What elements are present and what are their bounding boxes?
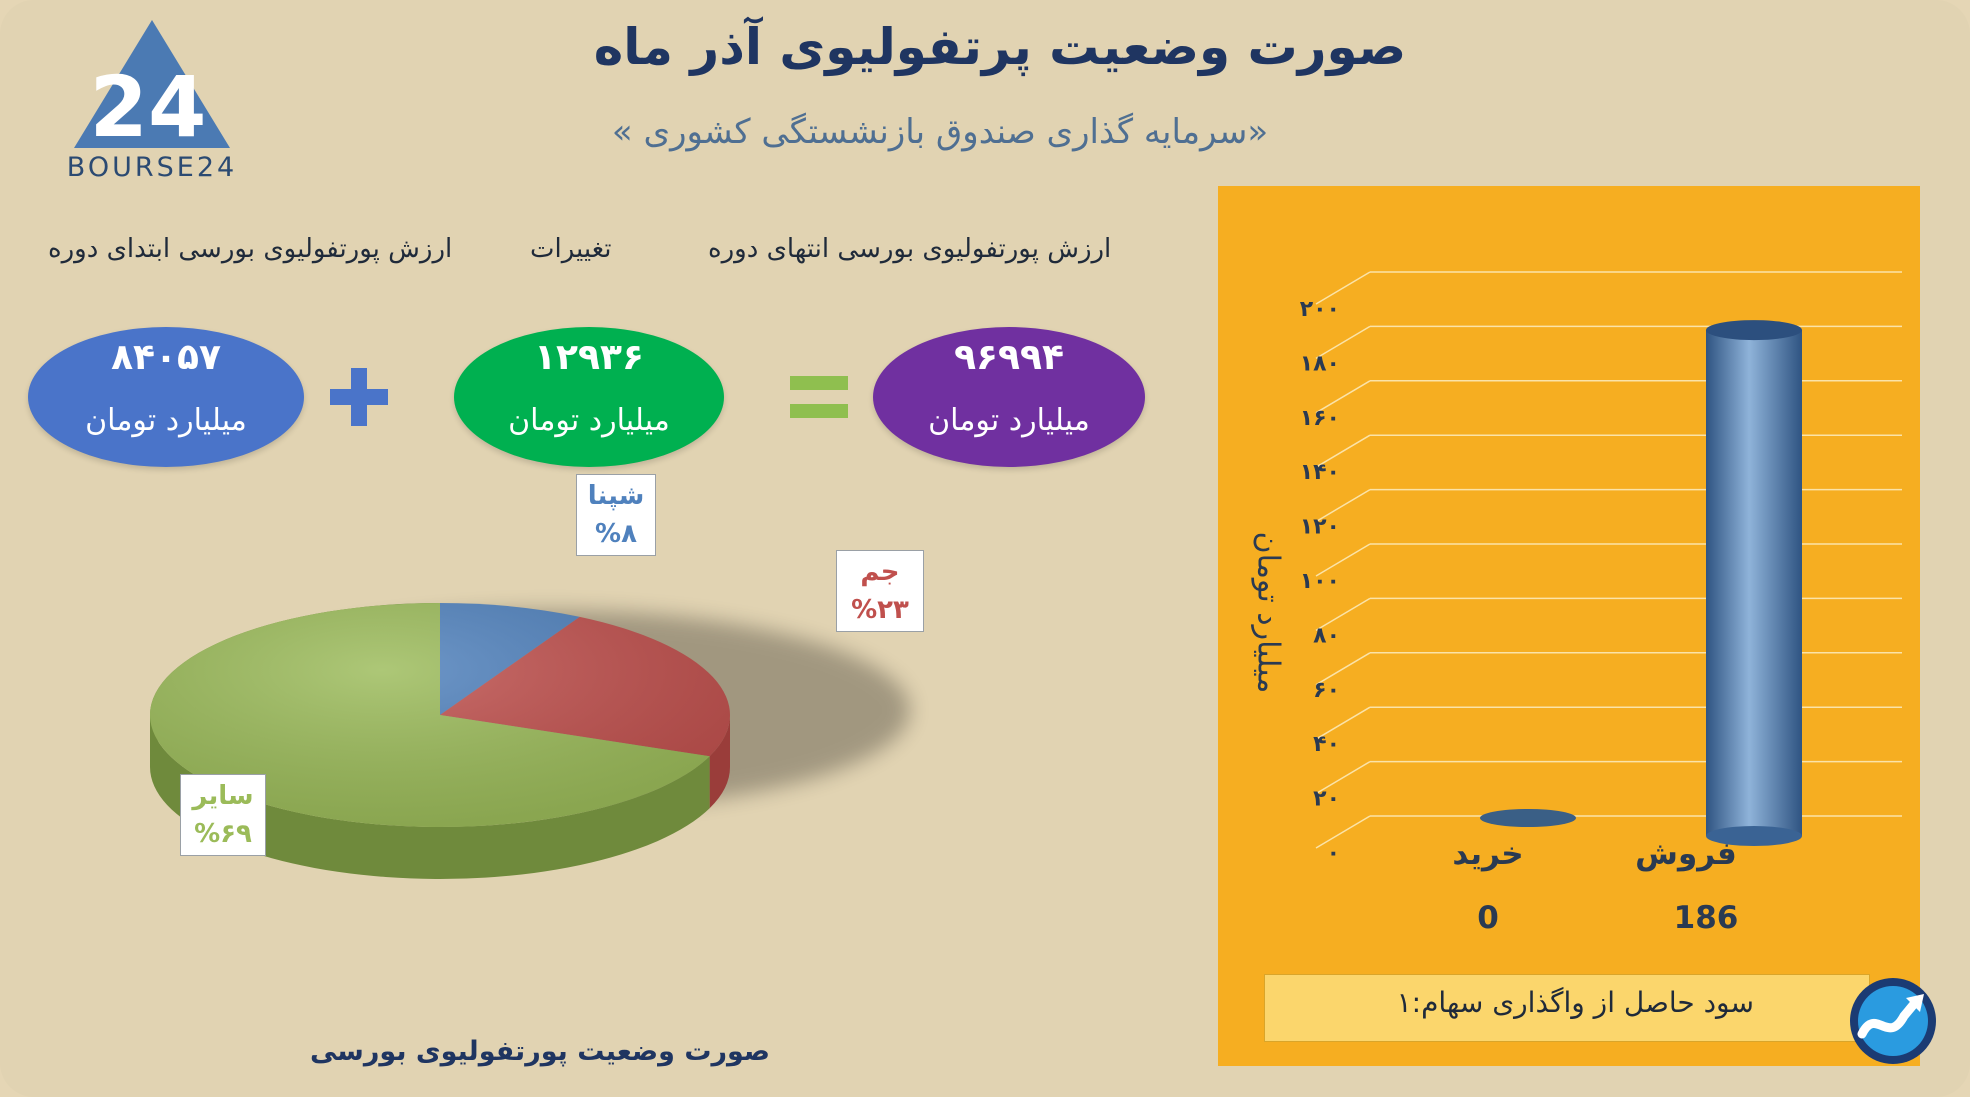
pie-top-shading [150,603,730,827]
end-value-ellipse: ۹۶۹۹۴ میلیارد تومان [873,327,1145,467]
change-value-unit: میلیارد تومان [508,403,670,438]
bar-0 [1480,809,1576,827]
end-value-unit: میلیارد تومان [928,403,1090,438]
pie-label-saier: سایر %۶۹ [180,774,266,856]
y-tick-7: ۱۴۰ [1300,460,1340,485]
grid-diag-6 [1315,488,1371,523]
grid-diag-4 [1315,597,1371,632]
y-tick-6: ۱۲۰ [1300,515,1340,540]
y-tick-2: ۴۰ [1313,732,1340,757]
y-tick-0: ۰ [1327,841,1340,866]
y-tick-1: ۲۰ [1313,787,1340,812]
bar-top-1 [1706,320,1802,341]
bourse24-logo: 24 [74,20,230,156]
pie-label-shepna: شپنا %۸ [576,474,656,556]
y-tick-4: ۸۰ [1313,623,1340,648]
start-value-ellipse: ۸۴۰۵۷ میلیارد تومان [28,327,304,467]
grid-diag-0 [1315,815,1371,849]
start-value-header: ارزش پورتفولیوی بورسی ابتدای دوره [48,234,453,264]
grid-diag-10 [1315,271,1371,305]
end-value-header: ارزش پورتفولیوی بورسی انتهای دوره [708,234,1112,264]
start-value-unit: میلیارد تومان [85,403,247,438]
logo-text: BOURSE24 [66,152,238,183]
profit-note-box [1264,974,1870,1042]
change-header: تغییرات [530,234,612,264]
equals-icon [790,376,848,418]
plus-icon [330,368,388,426]
pie-side-1 [709,715,730,809]
pie-label-saier-pct: %۶۹ [194,819,252,849]
pie-chart-caption: صورت وضعیت پورتفولیوی بورسی [309,1036,771,1067]
pie-label-shepna-name: شپنا [587,481,645,511]
grid-diag-8 [1315,380,1371,414]
pie-label-saier-name: سایر [192,781,254,811]
bar-category-buy: خرید [1452,836,1524,872]
bar-1 [1706,330,1802,836]
profit-note-text: سود حاصل از واگذاری سهام:۱ [1396,986,1754,1019]
y-tick-10: ۲۰۰ [1300,297,1340,322]
bar-base-1 [1706,826,1802,846]
page-subtitle: «سرمایه گذاری صندوق بازنشستگی کشوری » [611,112,1269,152]
pie-label-jam: جم %۲۳ [836,550,924,632]
y-tick-9: ۱۸۰ [1300,351,1340,376]
sales-bar-chart: ۰ ۲۰ ۴۰ ۶۰ ۸۰ ۱۰۰ ۱۲۰ ۱۴۰ ۱۶۰ ۱۸۰ ۲۰۰ [1300,271,1902,866]
y-tick-5: ۱۰۰ [1300,569,1340,594]
pie-label-jam-name: جم [860,557,900,587]
grid-diag-1 [1315,760,1371,795]
change-value-number: ۱۲۹۳۶ [534,337,644,378]
bar-value-buy: 0 [1477,900,1499,936]
trend-badge-icon [1850,978,1936,1064]
pie-label-jam-pct: %۲۳ [851,595,909,625]
grid-diag-7 [1315,434,1371,468]
y-tick-3: ۶۰ [1313,678,1340,703]
change-value-ellipse: ۱۲۹۳۶ میلیارد تومان [454,327,724,467]
grid-diag-9 [1315,325,1371,360]
page-title: صورت وضعیت پرتفولیوی آذر ماه [593,18,1407,76]
pie-label-shepna-pct: %۸ [595,519,637,549]
pie-side-2 [150,715,710,880]
grid-diag-3 [1315,652,1371,686]
grid-diag-2 [1315,706,1371,740]
end-value-number: ۹۶۹۹۴ [954,337,1064,378]
bar-value-sell: 186 [1673,900,1739,936]
y-tick-8: ۱۶۰ [1300,406,1340,431]
start-value-number: ۸۴۰۵۷ [111,337,221,378]
portfolio-pie-chart [150,603,910,880]
bar-y-axis-label: میلیارد تومان [1250,531,1286,694]
bar-category-sell: فروش [1635,836,1737,872]
grid-diag-5 [1315,543,1371,577]
logo-mark: 24 [90,58,207,156]
bar-chart-panel [1218,186,1920,1066]
